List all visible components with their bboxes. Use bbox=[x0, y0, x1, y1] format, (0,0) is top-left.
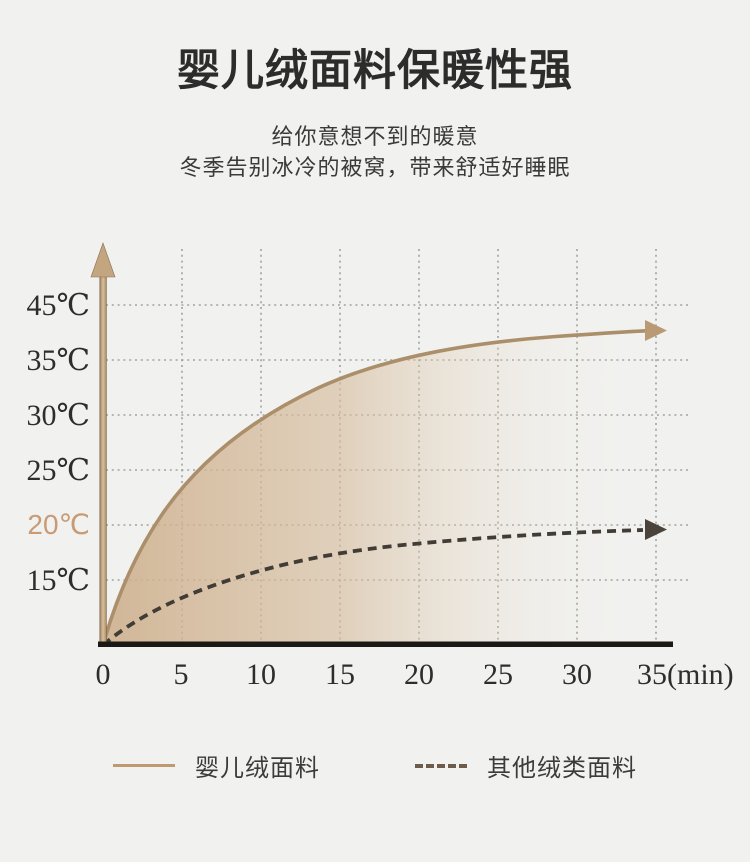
x-tick-20: 20 bbox=[404, 658, 434, 691]
chart-legend: 婴儿绒面料 其他绒类面料 bbox=[0, 748, 750, 783]
x-tick-35min: 35(min) bbox=[637, 658, 734, 691]
x-axis-line bbox=[98, 641, 673, 647]
x-tick-15: 15 bbox=[325, 658, 355, 691]
baby-velvet-curve-arrow-icon bbox=[645, 320, 667, 341]
x-tick-10: 10 bbox=[246, 658, 276, 691]
baby-velvet-curve bbox=[101, 329, 647, 646]
x-axis-tick-labels: 0 5 10 15 20 25 30 35(min) bbox=[96, 658, 734, 691]
y-tick-30c: 30℃ bbox=[26, 399, 90, 432]
dashed-line-swatch-icon bbox=[415, 763, 467, 768]
x-tick-0: 0 bbox=[96, 658, 111, 691]
page-title: 婴儿绒面料保暖性强 bbox=[177, 48, 573, 95]
y-tick-25c: 25℃ bbox=[26, 454, 90, 487]
other-fabric-curve bbox=[101, 528, 644, 647]
y-tick-45c: 45℃ bbox=[26, 289, 90, 322]
legend-item-baby-velvet: 婴儿绒面料 bbox=[113, 748, 320, 783]
y-tick-15c: 15℃ bbox=[26, 564, 90, 597]
y-axis-tick-labels: 45℃ 35℃ 30℃ 25℃ 20℃ 15℃ bbox=[26, 289, 90, 597]
x-tick-5: 5 bbox=[174, 658, 189, 691]
x-tick-25: 25 bbox=[483, 658, 513, 691]
other-fabric-curve-arrow-icon bbox=[645, 519, 667, 540]
legend-item-other-fabric: 其他绒类面料 bbox=[415, 748, 637, 783]
y-tick-35c: 35℃ bbox=[26, 344, 90, 377]
legend-label-other-fabric: 其他绒类面料 bbox=[487, 755, 637, 782]
legend-label-baby-velvet: 婴儿绒面料 bbox=[195, 755, 320, 782]
subtitle-line-1: 给你意想不到的暖意 bbox=[271, 124, 479, 149]
y-tick-20c-highlighted: 20℃ bbox=[27, 509, 90, 540]
y-axis-line bbox=[99, 271, 107, 644]
baby-velvet-area-fill bbox=[103, 330, 646, 645]
x-tick-30: 30 bbox=[562, 658, 592, 691]
solid-line-swatch-icon bbox=[113, 764, 175, 767]
subtitle-line-2: 冬季告别冰冷的被窝，带来舒适好睡眠 bbox=[179, 155, 571, 180]
y-axis-arrow-icon bbox=[90, 242, 116, 278]
